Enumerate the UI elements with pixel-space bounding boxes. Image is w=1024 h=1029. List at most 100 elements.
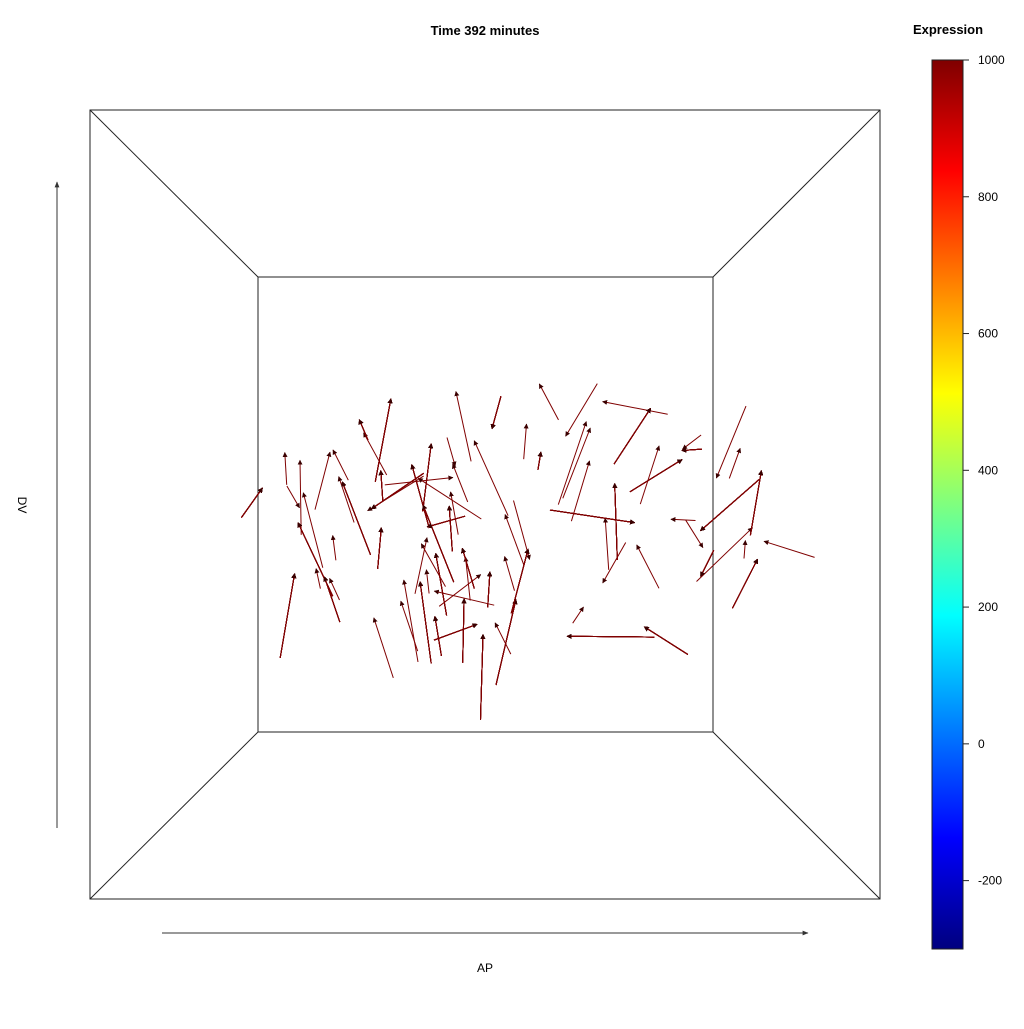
vector-arrow — [446, 437, 457, 467]
vector-arrow — [402, 579, 419, 662]
vector-arrow — [240, 487, 263, 518]
vector-arrow — [731, 558, 758, 609]
vector-arrow — [504, 514, 525, 566]
colorbar-tick-label: 200 — [978, 600, 998, 614]
vector-arrow — [378, 470, 384, 502]
3d-box — [89, 109, 881, 900]
vector-arrow — [636, 544, 660, 589]
colorbar-tick-label: 0 — [978, 737, 985, 751]
box-inner-frame — [257, 276, 714, 733]
colorbar-tick-label: -200 — [978, 874, 1002, 888]
vector-arrow — [286, 485, 300, 509]
vector-arrow — [372, 617, 394, 679]
vector-arrow — [510, 548, 530, 614]
vector-arrow — [742, 540, 748, 559]
vector-arrow — [314, 568, 321, 589]
vector-arrow — [377, 527, 384, 569]
vector-arrow — [422, 504, 455, 583]
vector-arrow — [358, 419, 369, 440]
vector-arrow — [685, 520, 704, 549]
vector-arrow — [337, 476, 355, 523]
vector-arrow — [565, 383, 598, 437]
vector-arrow — [549, 509, 635, 525]
vector-arrow — [461, 547, 475, 589]
vector-arrow — [433, 616, 442, 656]
vector-arrow — [613, 407, 652, 465]
vector-arrow — [452, 463, 469, 503]
box-edge-bottom-left — [89, 731, 259, 900]
vector-arrow — [282, 452, 288, 485]
vector-arrow — [639, 445, 661, 505]
colorbar-ticks: -200 0 200 400 600 800 1000 — [963, 53, 1005, 888]
vector-arrow — [410, 464, 430, 529]
vector-arrow — [602, 542, 627, 584]
vector-arrow — [420, 543, 446, 587]
vector-arrow — [490, 396, 502, 430]
vector-arrow — [494, 622, 512, 655]
vector-arrow — [749, 470, 764, 536]
vector-arrow — [399, 600, 419, 652]
vector-arrow — [696, 527, 753, 582]
vector-arrow — [503, 556, 515, 591]
vector-arrow — [681, 447, 702, 453]
vector-arrow — [570, 460, 591, 522]
vector-arrow — [700, 478, 760, 532]
box-edge-top-right — [712, 109, 881, 278]
vector-arrow — [612, 483, 618, 560]
vector-arrow — [715, 405, 747, 479]
vector-arrow — [417, 477, 482, 520]
box-edge-bottom-right — [712, 731, 881, 900]
vector-arrow — [341, 481, 371, 555]
vector-arrow — [454, 391, 472, 462]
vector-arrow — [473, 440, 509, 516]
colorbar: Expression -200 0 200 400 600 800 1000 — [913, 22, 1005, 950]
vector-arrow — [438, 574, 482, 607]
vector-arrow — [629, 459, 683, 493]
vector-arrow — [422, 443, 434, 512]
colorbar-gradient — [931, 59, 964, 950]
vector-arrow — [682, 434, 702, 450]
vector-arrow — [495, 599, 518, 686]
vector-arrow — [463, 556, 471, 601]
box-outer-frame — [89, 109, 881, 900]
chart-title: Time 392 minutes — [431, 23, 540, 38]
vector-arrow — [433, 623, 478, 641]
box-edge-top-left — [89, 109, 259, 278]
colorbar-tick-label: 400 — [978, 463, 998, 477]
vector-arrow — [602, 400, 668, 415]
vector-arrow — [487, 571, 493, 608]
vector-arrow — [480, 634, 486, 720]
vector-arrow — [523, 423, 529, 460]
vector-arrow — [330, 535, 337, 561]
vector-arrow — [537, 451, 543, 470]
vector-arrow — [302, 492, 324, 568]
vector-arrow — [323, 576, 341, 623]
vector-arrow — [643, 626, 689, 655]
vector-arrow — [371, 472, 424, 510]
vector-arrow — [424, 569, 430, 594]
vector-arrow — [728, 447, 742, 479]
vector-arrow — [603, 517, 610, 570]
vector-arrow — [557, 421, 588, 505]
vector-arrow — [538, 383, 559, 421]
vector-arrow — [434, 552, 448, 616]
y-axis-label: DV — [15, 497, 29, 514]
vector-arrow — [374, 398, 393, 482]
vector-arrow — [670, 517, 696, 523]
vector-arrow — [418, 581, 432, 664]
vector-arrow — [562, 427, 591, 499]
colorbar-tick-label: 1000 — [978, 53, 1005, 67]
vector-arrow — [572, 606, 584, 624]
vector-arrow — [763, 540, 815, 558]
vector-arrow — [566, 633, 655, 639]
vector-arrow — [279, 573, 297, 658]
vector-field — [240, 383, 815, 720]
vector-arrow — [297, 459, 303, 535]
colorbar-tick-label: 600 — [978, 327, 998, 341]
vector-arrow — [448, 491, 459, 535]
vector-arrow — [329, 577, 340, 601]
vector-arrow — [433, 589, 495, 606]
colorbar-title: Expression — [913, 22, 983, 37]
